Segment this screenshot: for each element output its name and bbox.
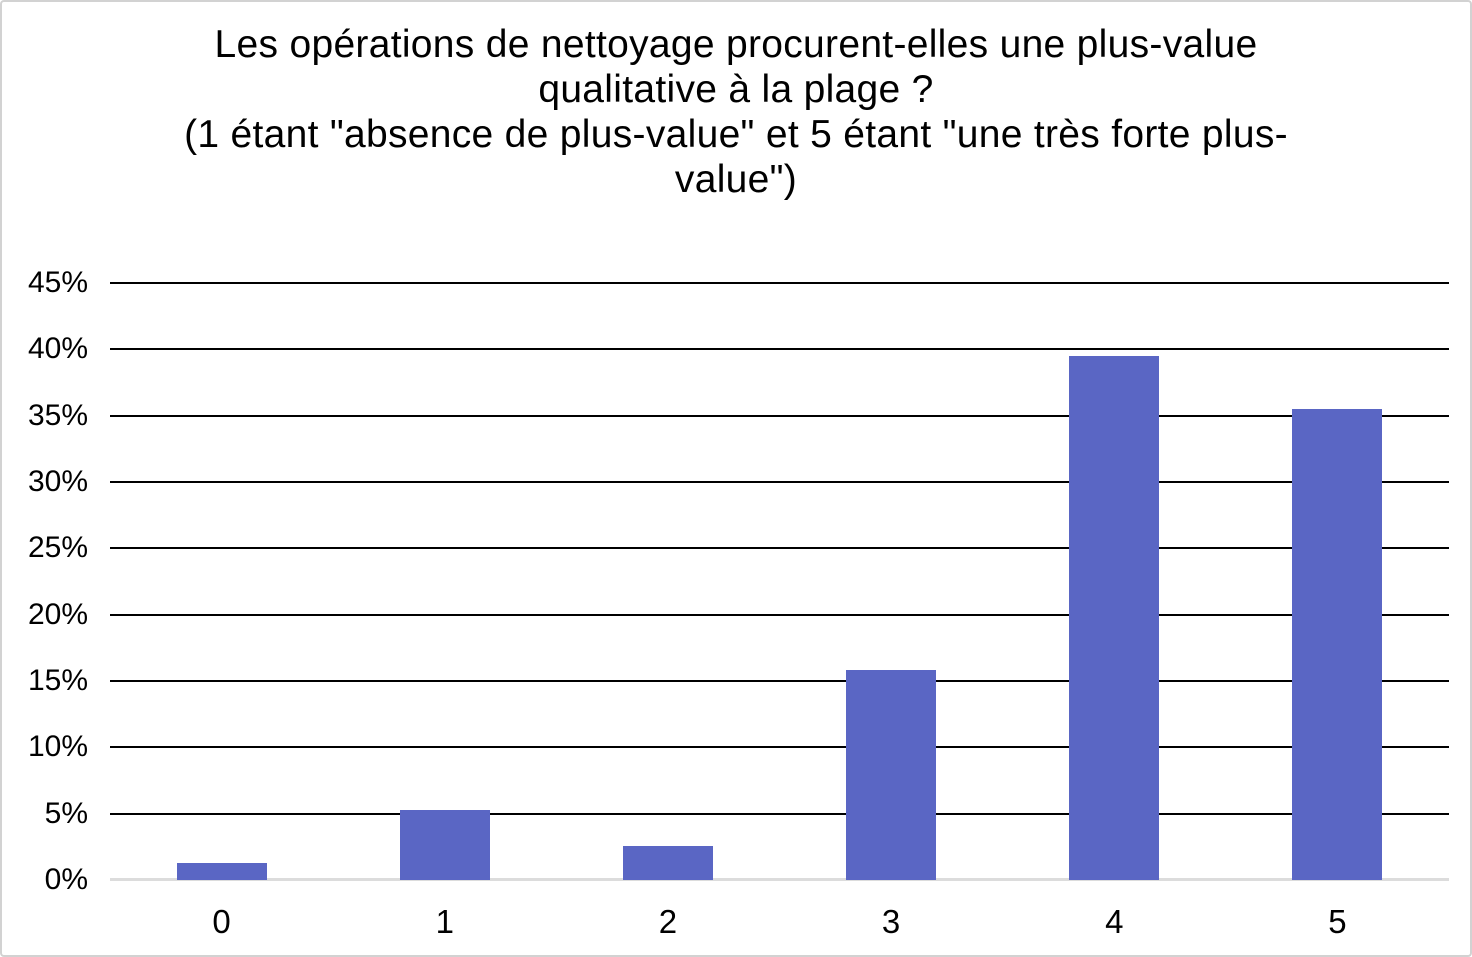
gridline-30pct [110,481,1449,483]
bar-category-4 [1069,355,1160,880]
x-tick-label-3: 3 [881,903,901,940]
bar-category-3 [846,670,937,880]
y-tick-label-35pct: 35% [27,398,88,432]
y-tick-label-20pct: 20% [27,597,88,631]
gridline-5pct [110,812,1449,815]
x-tick-label-5: 5 [1328,903,1347,940]
plot-area [110,282,1449,881]
bar-category-5 [1292,409,1383,880]
chart-title-line: value") [674,158,798,201]
x-axis-line [110,878,1449,881]
x-tick-label-2: 2 [658,903,678,940]
y-tick-label-40pct: 40% [27,332,88,366]
gridline-10pct [110,746,1449,749]
y-tick-label-0pct: 0% [44,863,88,896]
chart-title: Les opérations de nettoyage procurent-el… [71,22,1401,202]
y-tick-label-5pct: 5% [44,796,88,830]
gridline-20pct [110,613,1449,616]
y-tick-label-15pct: 15% [27,664,88,697]
bar-category-2 [622,845,713,880]
gridline-25pct [110,547,1449,550]
gridline-45pct [110,282,1449,284]
gridline-40pct [110,348,1449,351]
gridline-35pct [110,414,1449,417]
chart-title-line: (1 étant "absence de plus-value" et 5 ét… [184,113,1288,156]
bar-category-1 [399,809,490,880]
x-tick-label-4: 4 [1105,903,1124,940]
y-tick-label-45pct: 45% [27,266,88,299]
chart-title-line: Les opérations de nettoyage procurent-el… [214,23,1258,66]
bar-category-0 [176,862,267,880]
x-tick-label-1: 1 [435,903,454,940]
chart-title-line: qualitative à la plage ? [538,68,934,111]
y-axis: 0% 5% 10% 15% 20% 25% 30% 35% 40% 45% [2,268,88,895]
y-tick-label-25pct: 25% [27,531,88,565]
y-tick-label-10pct: 10% [27,730,88,764]
x-axis: 0 1 2 3 4 5 [110,899,1449,945]
x-tick-label-0: 0 [212,903,231,940]
y-tick-label-30pct: 30% [27,465,88,498]
gridline-15pct [110,680,1449,682]
